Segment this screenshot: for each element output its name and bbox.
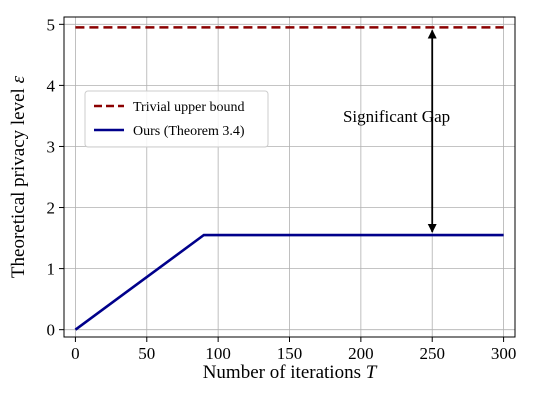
legend: Trivial upper bound Ours (Theorem 3.4) <box>84 90 269 148</box>
x-tick-label: 100 <box>205 344 231 363</box>
legend-box <box>84 90 269 148</box>
y-tick-label: 1 <box>47 260 56 279</box>
legend-label: Ours (Theorem 3.4) <box>133 124 245 139</box>
y-tick-label: 4 <box>47 76 56 95</box>
y-tick-label: 2 <box>47 199 56 218</box>
x-tick-label: 250 <box>419 344 445 363</box>
x-tick-label: 50 <box>138 344 155 363</box>
y-axis-label-text: Theoretical privacy level <box>8 83 29 278</box>
x-tick-label: 0 <box>71 344 80 363</box>
series-line <box>74 233 504 331</box>
x-tick-label: 150 <box>277 344 303 363</box>
x-axis-label-text: Number of iterations <box>203 362 366 383</box>
x-tick-label: 200 <box>348 344 374 363</box>
y-axis-label: Theoretical privacy level ε <box>8 75 29 278</box>
series-layer <box>74 26 504 331</box>
x-tick-label: 300 <box>491 344 517 363</box>
y-tick-label: 3 <box>47 137 56 156</box>
y-tick-label: 0 <box>47 321 56 340</box>
axis-ticks: 0 50 100 150 200 250 300 0 1 2 3 4 5 <box>47 15 517 363</box>
legend-label: Trivial upper bound <box>133 100 244 115</box>
annotation-layer: Significant Gap <box>343 29 450 233</box>
y-tick-label: 5 <box>47 15 56 34</box>
x-axis-label-var: T <box>366 362 378 383</box>
y-axis-label-var: ε <box>8 75 29 83</box>
x-axis-label: Number of iterations T <box>203 362 378 383</box>
annotation-text: Significant Gap <box>343 107 450 126</box>
